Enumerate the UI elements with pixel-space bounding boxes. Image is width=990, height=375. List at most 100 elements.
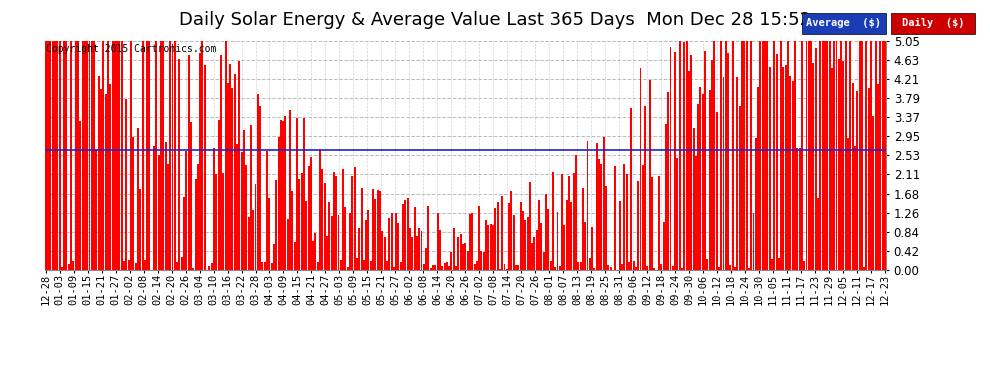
Bar [863, 267, 865, 270]
Bar [513, 214, 515, 270]
Bar [836, 41, 838, 270]
Bar [326, 236, 328, 270]
Bar [858, 41, 860, 270]
Bar [135, 263, 137, 270]
Bar [370, 261, 372, 270]
Bar [529, 182, 531, 270]
Bar [418, 228, 420, 270]
Bar [752, 213, 754, 270]
Bar [575, 155, 577, 270]
Bar [211, 263, 213, 270]
Bar [446, 262, 447, 270]
Bar [114, 41, 116, 270]
Bar [256, 94, 258, 270]
Bar [642, 165, 644, 270]
Bar [119, 41, 121, 270]
Bar [343, 168, 345, 270]
Bar [624, 164, 626, 270]
Bar [195, 180, 197, 270]
Bar [249, 125, 251, 270]
Bar [610, 267, 612, 270]
Bar [801, 41, 803, 270]
Bar [284, 116, 286, 270]
Bar [558, 266, 560, 270]
Bar [105, 94, 107, 270]
Bar [133, 137, 135, 270]
Bar [390, 213, 392, 270]
Bar [340, 260, 342, 270]
Bar [549, 261, 551, 270]
Bar [579, 262, 581, 270]
Bar [188, 55, 190, 270]
Bar [296, 117, 298, 270]
Bar [301, 173, 303, 270]
Bar [137, 128, 139, 270]
Bar [473, 264, 475, 270]
Bar [842, 61, 844, 270]
Bar [789, 76, 791, 270]
Bar [126, 99, 128, 270]
Bar [747, 268, 749, 270]
Bar [435, 265, 437, 270]
Bar [471, 213, 473, 270]
Bar [799, 148, 801, 270]
Bar [877, 84, 879, 270]
Bar [727, 53, 729, 270]
Bar [820, 41, 822, 270]
Bar [388, 218, 390, 270]
Bar [582, 188, 584, 270]
Bar [452, 228, 454, 270]
Bar [787, 41, 789, 270]
Bar [183, 196, 185, 270]
Bar [416, 236, 418, 270]
Bar [794, 41, 796, 270]
Bar [381, 231, 383, 270]
Bar [254, 184, 256, 270]
Bar [591, 226, 593, 270]
Bar [782, 66, 784, 270]
Bar [757, 87, 759, 270]
Bar [635, 267, 637, 270]
Bar [93, 41, 95, 270]
Bar [732, 41, 734, 270]
Bar [714, 41, 715, 270]
Bar [810, 41, 812, 270]
Bar [847, 138, 849, 270]
Bar [121, 41, 123, 270]
Bar [483, 252, 485, 270]
Bar [785, 65, 787, 270]
Bar [476, 261, 478, 270]
Bar [107, 41, 109, 270]
Bar [669, 46, 671, 270]
Bar [520, 202, 522, 270]
Bar [338, 215, 340, 270]
Bar [750, 41, 752, 270]
Bar [499, 269, 501, 270]
Bar [239, 62, 241, 270]
Bar [365, 220, 367, 270]
Bar [813, 63, 815, 270]
Bar [190, 122, 192, 270]
Bar [305, 201, 307, 270]
Bar [270, 264, 272, 270]
Bar [102, 41, 104, 270]
Bar [377, 190, 378, 270]
Bar [213, 148, 215, 270]
Bar [556, 212, 558, 270]
Bar [718, 267, 720, 270]
Bar [144, 260, 146, 270]
Bar [48, 41, 49, 270]
Bar [349, 213, 351, 270]
Bar [164, 142, 166, 270]
Bar [584, 222, 586, 270]
Bar [317, 262, 319, 270]
Bar [157, 155, 159, 270]
Bar [547, 210, 549, 270]
Text: Copyright 2015 Cartronics.com: Copyright 2015 Cartronics.com [47, 44, 217, 54]
Bar [464, 243, 466, 270]
Bar [148, 41, 150, 270]
Bar [95, 149, 97, 270]
Bar [525, 220, 527, 270]
Bar [216, 174, 217, 270]
Bar [534, 237, 536, 270]
